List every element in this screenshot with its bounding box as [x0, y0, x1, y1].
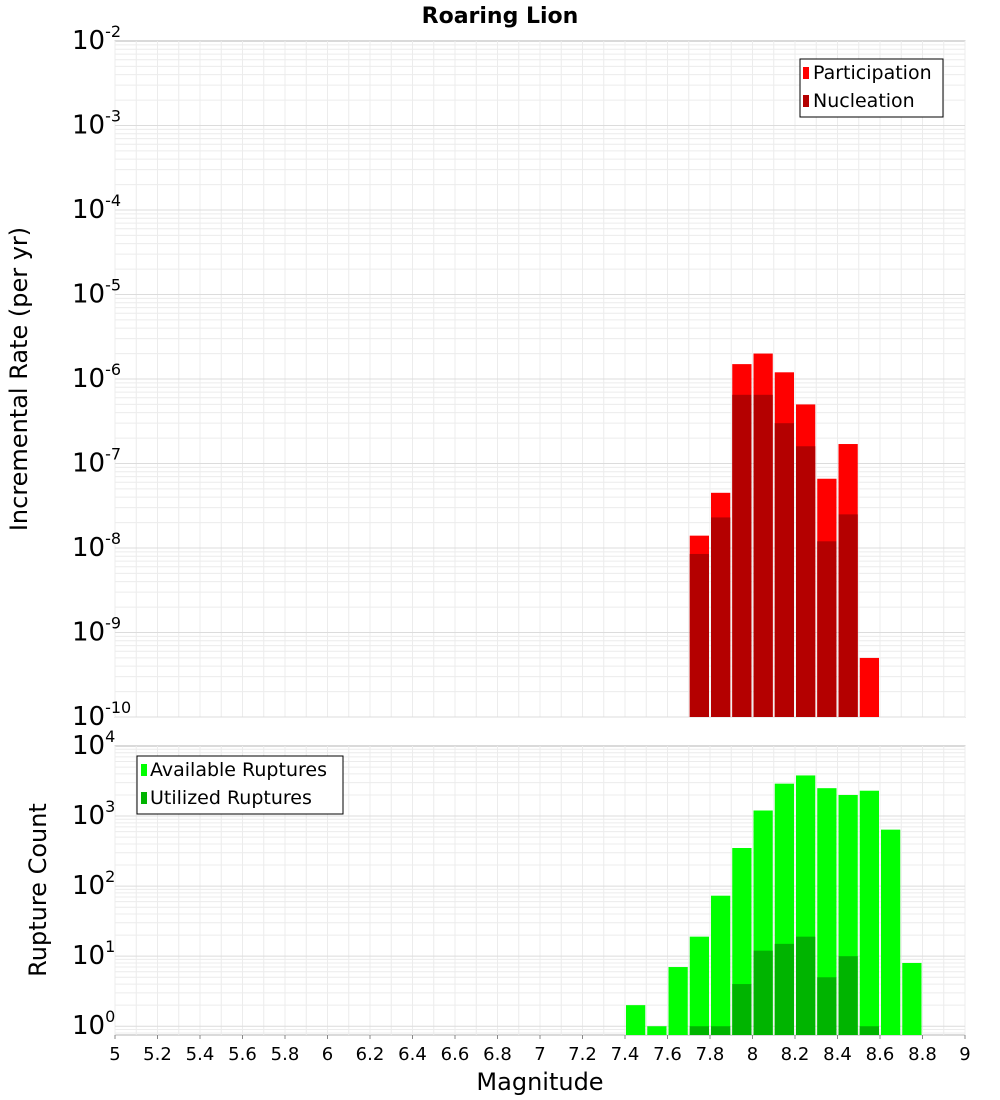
legend-swatch-participation [803, 67, 809, 79]
y-tick-label: 10-8 [72, 529, 121, 563]
nucleation-bar [689, 553, 709, 717]
x-tick-label: 6 [322, 1044, 333, 1065]
available-ruptures-bar [711, 895, 731, 1035]
top-y-tick-labels: 10-2 10-3 10-4 10-5 10-6 10-7 10-8 10-9 10-10 [72, 22, 131, 732]
bottom-y-tick-labels: 104 103 102 101 100 [72, 727, 115, 1041]
x-tick-label: 5.2 [143, 1044, 172, 1065]
available-ruptures-bar [647, 1026, 667, 1035]
nucleation-bar [732, 394, 752, 717]
x-tick-label: 8.8 [908, 1044, 937, 1065]
available-ruptures-bar [859, 790, 879, 1035]
x-tick-label: 8.2 [781, 1044, 810, 1065]
x-tick-label: 9 [959, 1044, 970, 1065]
x-tick-label: 7 [534, 1044, 545, 1065]
x-tick-label: 5 [109, 1044, 120, 1065]
legend-swatch-utilized [141, 792, 147, 804]
y-tick-label: 10-3 [72, 107, 121, 141]
x-tick-label: 6.6 [441, 1044, 470, 1065]
y-tick-label: 10-4 [72, 191, 121, 225]
nucleation-bar [753, 394, 773, 717]
utilized-ruptures-bar [732, 984, 752, 1035]
utilized-ruptures-bar [774, 943, 794, 1035]
y-tick-label: 104 [72, 727, 115, 761]
legend-label-nucleation: Nucleation [813, 90, 915, 112]
x-tick-label: 8.4 [823, 1044, 852, 1065]
nucleation-bar [796, 446, 816, 717]
utilized-ruptures-bar [796, 936, 816, 1035]
available-ruptures-bar [689, 936, 709, 1035]
top-legend-box [799, 58, 944, 118]
y-tick-label: 102 [72, 867, 115, 901]
utilized-ruptures-bar [753, 950, 773, 1035]
x-tick-label: 6.8 [483, 1044, 512, 1065]
nucleation-bar [838, 514, 858, 717]
x-tick-label: 7.6 [653, 1044, 682, 1065]
chart-title: Roaring Lion [422, 4, 579, 29]
x-tick-label: 7.8 [696, 1044, 725, 1065]
y-tick-label: 10-5 [72, 276, 121, 310]
utilized-ruptures-bar [817, 977, 837, 1035]
available-ruptures-bar [881, 829, 901, 1035]
legend-label-participation: Participation [813, 62, 932, 84]
x-tick-label: 5.6 [228, 1044, 257, 1065]
utilized-ruptures-bar [711, 1026, 731, 1035]
bottom-legend: Available Ruptures Utilized Ruptures [136, 755, 344, 815]
top-bars [689, 353, 879, 717]
y-tick-label: 100 [72, 1007, 115, 1041]
available-ruptures-bar [817, 788, 837, 1035]
legend-label-available: Available Ruptures [150, 759, 327, 781]
y-tick-label: 10-7 [72, 445, 121, 479]
nucleation-bar [774, 423, 794, 717]
y-tick-label: 10-9 [72, 614, 121, 648]
x-tick-label: 6.4 [398, 1044, 427, 1065]
y-tick-label: 101 [72, 937, 115, 971]
x-axis-label: Magnitude [476, 1068, 603, 1096]
bottom-bars [626, 775, 922, 1035]
legend-swatch-available [141, 764, 147, 776]
x-tick-labels: 5 5.2 5.4 5.6 5.8 6 6.2 6.4 6.6 6.8 7 7.2 7.4 7.6 7.8 8… [109, 1035, 971, 1065]
x-tick-label: 6.2 [356, 1044, 385, 1065]
bottom-y-axis-label: Rupture Count [24, 803, 52, 977]
nucleation-bar [711, 517, 731, 717]
y-tick-label: 10-2 [72, 22, 121, 56]
y-tick-label: 103 [72, 797, 115, 831]
top-y-axis-label: Incremental Rate (per yr) [5, 227, 33, 531]
top-gridlines [114, 41, 966, 718]
utilized-ruptures-bar [838, 956, 858, 1035]
x-tick-label: 8 [747, 1044, 758, 1065]
nucleation-bar [817, 541, 837, 717]
x-tick-label: 5.8 [271, 1044, 300, 1065]
participation-bar [859, 657, 879, 717]
available-ruptures-bar [902, 962, 922, 1035]
top-panel: 10-2 10-3 10-4 10-5 10-6 10-7 10-8 10-9 10-10 In… [5, 22, 966, 732]
available-ruptures-bar [668, 967, 688, 1035]
x-tick-label: 5.4 [186, 1044, 215, 1065]
x-tick-label: 8.6 [866, 1044, 895, 1065]
utilized-ruptures-bar [859, 1026, 879, 1035]
top-legend: Participation Nucleation [799, 58, 944, 118]
y-tick-label: 10-10 [72, 698, 131, 732]
bottom-legend-box [136, 755, 344, 815]
utilized-ruptures-bar [689, 1026, 709, 1035]
legend-swatch-nucleation [803, 95, 809, 107]
x-tick-label: 7.2 [568, 1044, 597, 1065]
legend-label-utilized: Utilized Ruptures [150, 787, 312, 809]
bottom-panel: 104 103 102 101 100 5 5.2 5.4 5.6 5.8 6 6.2 6.4 6.6 6… [24, 727, 971, 1096]
x-tick-label: 7.4 [611, 1044, 640, 1065]
available-ruptures-bar [626, 1005, 646, 1035]
y-tick-label: 10-6 [72, 360, 121, 394]
